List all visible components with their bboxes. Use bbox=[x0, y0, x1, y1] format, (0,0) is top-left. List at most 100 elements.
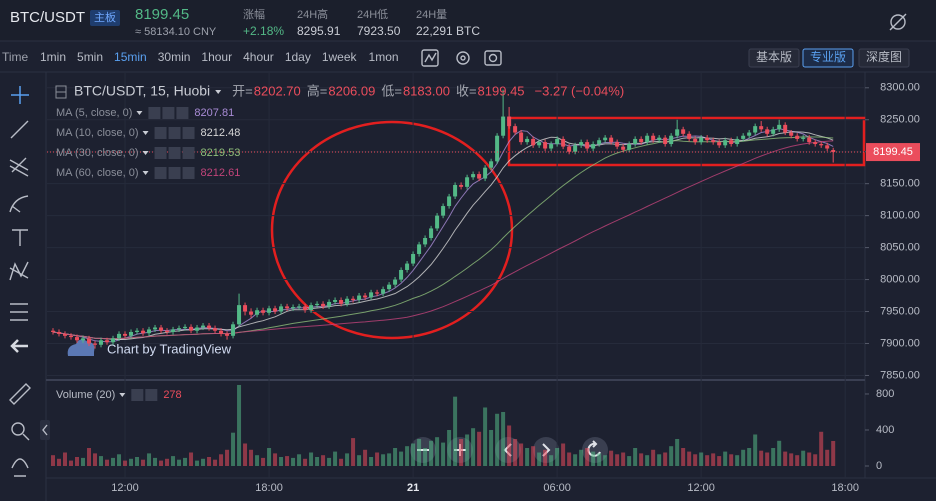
visibility-toggle[interactable] bbox=[889, 13, 907, 31]
candle-body bbox=[501, 116, 506, 136]
legend-button[interactable] bbox=[131, 389, 144, 401]
ma-name: MA (30, close, 0) bbox=[56, 147, 139, 159]
brush-tool[interactable] bbox=[9, 195, 29, 213]
legend-button[interactable] bbox=[154, 167, 167, 179]
legend-button[interactable] bbox=[182, 127, 195, 139]
volume-bar bbox=[261, 457, 266, 466]
view-button[interactable]: 专业版 bbox=[810, 49, 846, 64]
volume-bar bbox=[117, 454, 122, 466]
interval-button[interactable]: 1mon bbox=[369, 50, 399, 64]
candle-body bbox=[783, 124, 788, 133]
candle-body bbox=[639, 138, 644, 143]
volume-bar bbox=[729, 454, 734, 466]
trendline-tool[interactable] bbox=[10, 120, 29, 139]
legend-button[interactable] bbox=[154, 127, 167, 139]
magnet-tool[interactable] bbox=[11, 458, 29, 477]
legend-button[interactable] bbox=[162, 107, 175, 119]
collapse-sidebar[interactable] bbox=[40, 420, 50, 440]
interval-button[interactable]: 1min bbox=[40, 50, 66, 64]
view-button[interactable]: 基本版 bbox=[756, 50, 792, 64]
volume-bar bbox=[195, 460, 200, 466]
x-tick-label: 12:00 bbox=[111, 482, 139, 494]
legend-button[interactable] bbox=[168, 127, 181, 139]
candle-body bbox=[507, 116, 512, 127]
legend-caret[interactable] bbox=[142, 171, 149, 175]
pattern-tool[interactable] bbox=[9, 261, 29, 281]
legend-caret[interactable] bbox=[142, 151, 149, 155]
candle-body bbox=[387, 284, 392, 290]
candle-body bbox=[753, 126, 758, 133]
watermark: Chart by TradingView bbox=[107, 341, 232, 356]
candle-body bbox=[213, 328, 218, 331]
candle-body bbox=[777, 124, 782, 130]
candle-body bbox=[207, 325, 212, 329]
legend-caret[interactable] bbox=[215, 90, 222, 94]
volume-bar bbox=[711, 453, 716, 466]
volume-bar bbox=[153, 457, 158, 466]
volume-bar bbox=[189, 452, 194, 466]
measure-tool[interactable] bbox=[10, 303, 28, 321]
volume-bar bbox=[303, 458, 308, 466]
volume-bar bbox=[51, 455, 56, 466]
ohlc-label: 收= bbox=[456, 83, 477, 98]
volume-tick-label: 400 bbox=[876, 424, 894, 436]
volume-name: Volume (20) bbox=[56, 389, 115, 401]
legend-button[interactable] bbox=[145, 389, 158, 401]
y-tick-label: 8150.00 bbox=[880, 178, 920, 190]
volume-bar bbox=[399, 451, 404, 466]
crosshair-tool[interactable] bbox=[11, 86, 29, 104]
interval-button[interactable]: 1hour bbox=[201, 50, 232, 64]
badge-bg bbox=[90, 10, 120, 26]
candle-body bbox=[381, 289, 386, 294]
legend-button[interactable] bbox=[154, 147, 167, 159]
legend-button[interactable] bbox=[148, 107, 161, 119]
annotation-circle bbox=[270, 120, 514, 340]
text-tool[interactable] bbox=[12, 229, 28, 246]
candle-body bbox=[99, 340, 104, 345]
cny-price: ≈ 58134.10 CNY bbox=[135, 26, 217, 38]
interval-button[interactable]: 15min bbox=[114, 50, 147, 64]
interval-button[interactable]: 1day bbox=[285, 50, 311, 64]
legend-button[interactable] bbox=[182, 167, 195, 179]
snapshot-button[interactable] bbox=[484, 50, 502, 66]
candle-body bbox=[729, 140, 734, 145]
volume-bar bbox=[237, 384, 242, 466]
view-button[interactable]: 深度图 bbox=[866, 49, 902, 64]
volume-bar bbox=[255, 455, 260, 466]
legend-caret[interactable] bbox=[119, 393, 126, 397]
volume-bar bbox=[417, 438, 422, 466]
candle-body bbox=[561, 138, 566, 147]
legend-button[interactable] bbox=[168, 167, 181, 179]
candle-body bbox=[267, 308, 272, 313]
candle-body bbox=[339, 300, 344, 304]
legend-caret[interactable] bbox=[136, 111, 143, 115]
y-tick-label: 8000.00 bbox=[880, 273, 920, 285]
interval-button[interactable]: 5min bbox=[77, 50, 103, 64]
volume-bar bbox=[603, 455, 608, 466]
volume-bar bbox=[825, 449, 830, 466]
legend-button[interactable] bbox=[168, 147, 181, 159]
interval-button[interactable]: 1week bbox=[322, 50, 358, 64]
ruler-tool[interactable] bbox=[9, 383, 31, 405]
legend-button[interactable] bbox=[176, 107, 189, 119]
fib-tool[interactable] bbox=[9, 157, 29, 177]
candle-body bbox=[705, 137, 710, 141]
indicator-button[interactable] bbox=[421, 49, 439, 67]
volume-bars bbox=[51, 384, 836, 466]
back-tool[interactable] bbox=[10, 339, 28, 353]
volume-bar bbox=[75, 456, 80, 466]
settings-button[interactable] bbox=[456, 51, 470, 65]
volume-bar bbox=[693, 454, 698, 466]
interval-button[interactable]: 30min bbox=[158, 50, 191, 64]
legend-button[interactable] bbox=[182, 147, 195, 159]
zoom-tool[interactable] bbox=[11, 422, 30, 441]
interval-button[interactable]: 4hour bbox=[243, 50, 274, 64]
volume-bar bbox=[561, 443, 566, 466]
x-tick-label: 12:00 bbox=[687, 482, 715, 494]
volume-tick-label: 800 bbox=[876, 388, 894, 400]
volume-bar bbox=[753, 434, 758, 466]
legend-caret[interactable] bbox=[142, 131, 149, 135]
volume-bar bbox=[471, 428, 476, 466]
